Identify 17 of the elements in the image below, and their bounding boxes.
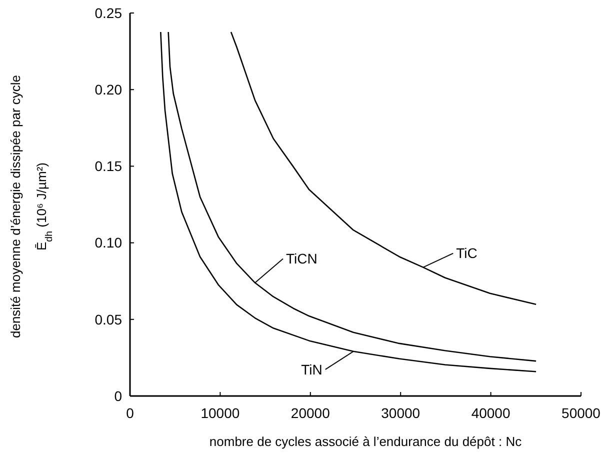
text: TiCN bbox=[286, 250, 318, 267]
x-tick-label: 40000 bbox=[471, 405, 510, 421]
y-tick-label: 0 bbox=[114, 388, 122, 404]
y-tick-label: 0.05 bbox=[94, 311, 122, 328]
x-tick-label: 20000 bbox=[290, 405, 330, 421]
x-tick-label: 30000 bbox=[381, 405, 420, 421]
y-tick-label: 0.10 bbox=[94, 234, 122, 251]
x-tick-label: 50000 bbox=[562, 405, 601, 421]
text: densité moyenne d’énergie dissipée par cycle bbox=[8, 74, 23, 338]
y-tick-label: 0.20 bbox=[94, 82, 122, 98]
legend-label: TiC bbox=[456, 245, 478, 262]
series-label: TiN bbox=[301, 361, 322, 378]
x-tick-label: 0 bbox=[126, 405, 134, 421]
y-tick-label: 0.25 bbox=[94, 4, 122, 21]
x-tick-label: 10000 bbox=[200, 405, 240, 421]
x-axis-title: nombre de cycles associé à l’endurance du dépôt : Nc bbox=[209, 434, 522, 449]
y-tick-label: 0.15 bbox=[94, 158, 122, 174]
